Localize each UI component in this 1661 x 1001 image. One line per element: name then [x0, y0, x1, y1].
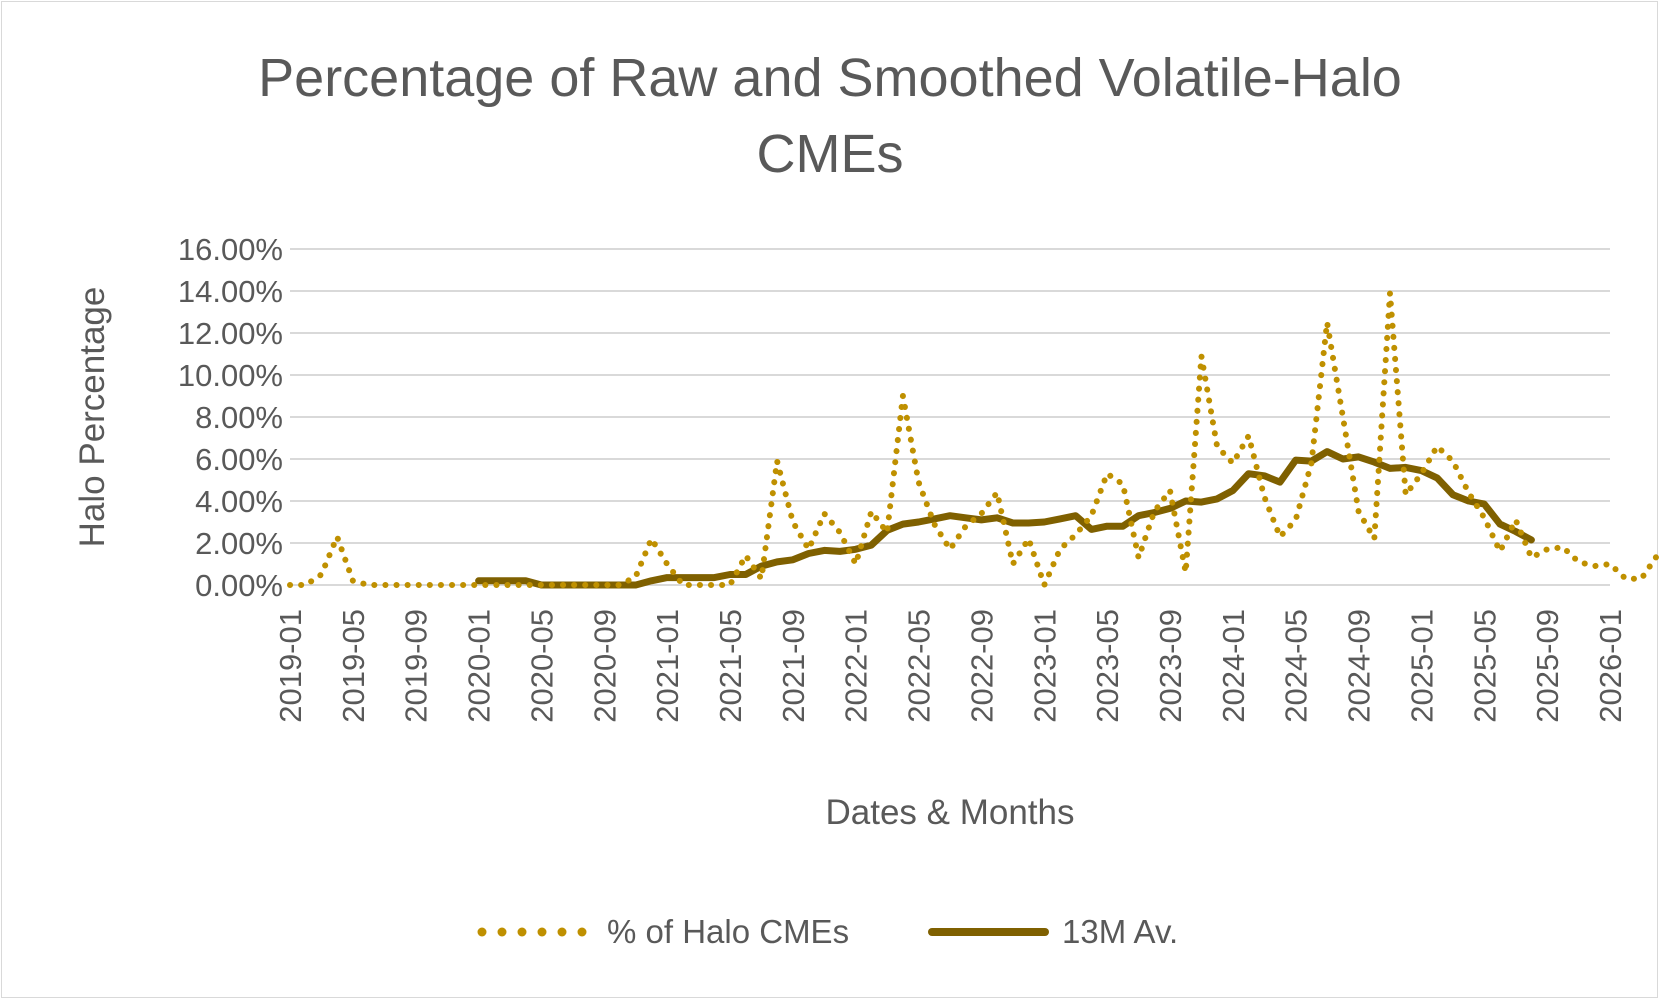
- x-tick-label: 2024-09: [1342, 609, 1377, 723]
- y-tick-label: 2.00%: [195, 526, 283, 561]
- x-tick-label: 2022-05: [902, 609, 937, 723]
- x-tick-labels: 2019-01 2019-05 2019-09 2020-01 2020-05 2020-…: [273, 609, 1628, 723]
- y-tick-label: 16.00%: [178, 232, 283, 267]
- legend-label-raw: % of Halo CMEs: [607, 913, 849, 950]
- x-tick-label: 2021-05: [713, 609, 748, 723]
- x-tick-label: 2021-09: [776, 609, 811, 723]
- x-tick-label: 2020-09: [587, 609, 622, 723]
- x-tick-label: 2024-05: [1279, 609, 1314, 723]
- y-tick-label: 6.00%: [195, 442, 283, 477]
- legend-marker-raw: [477, 927, 587, 937]
- y-tick-label: 8.00%: [195, 400, 283, 435]
- y-tick-label: 14.00%: [178, 274, 283, 309]
- chart-title-line-1: Percentage of Raw and Smoothed Volatile-…: [258, 48, 1402, 108]
- series-line-13m-av: [475, 448, 1535, 589]
- x-tick-label: 2023-01: [1027, 609, 1062, 723]
- x-tick-label: 2019-01: [273, 609, 308, 723]
- x-tick-label: 2023-09: [1153, 609, 1188, 723]
- y-axis-title: Halo Percentage: [73, 287, 112, 548]
- x-tick-label: 2019-05: [336, 609, 371, 723]
- legend-dot: [517, 927, 527, 937]
- series-line-halo-cmes: [287, 290, 1661, 588]
- legend-dot: [577, 927, 587, 937]
- legend-label-smoothed: 13M Av.: [1062, 913, 1178, 950]
- x-tick-label: 2024-01: [1216, 609, 1251, 723]
- y-tick-label: 4.00%: [195, 484, 283, 519]
- x-tick-label: 2020-05: [524, 609, 559, 723]
- x-tick-label: 2019-09: [399, 609, 434, 723]
- x-tick-label: 2025-05: [1467, 609, 1502, 723]
- y-tick-label: 12.00%: [178, 316, 283, 351]
- y-tick-labels: 0.00% 2.00% 4.00% 6.00% 8.00% 10.00% 12.00% 14.…: [178, 232, 283, 603]
- legend-dot: [477, 927, 487, 937]
- y-tick-label: 10.00%: [178, 358, 283, 393]
- series: [287, 290, 1661, 589]
- gridlines: [290, 248, 1610, 586]
- chart-title-line-2: CMEs: [757, 124, 904, 184]
- legend-dot: [537, 927, 547, 937]
- x-tick-label: 2020-01: [462, 609, 497, 723]
- legend: % of Halo CMEs 13M Av.: [477, 913, 1178, 950]
- legend-dot: [497, 927, 507, 937]
- x-tick-label: 2025-09: [1530, 609, 1565, 723]
- legend-dot: [557, 927, 567, 937]
- x-tick-label: 2021-01: [650, 609, 685, 723]
- x-axis-title: Dates & Months: [826, 793, 1075, 832]
- y-tick-label: 0.00%: [195, 568, 283, 603]
- x-tick-label: 2025-01: [1404, 609, 1439, 723]
- x-tick-label: 2022-09: [964, 609, 999, 723]
- x-tick-label: 2026-01: [1593, 609, 1628, 723]
- x-tick-label: 2023-05: [1090, 609, 1125, 723]
- x-tick-label: 2022-01: [839, 609, 874, 723]
